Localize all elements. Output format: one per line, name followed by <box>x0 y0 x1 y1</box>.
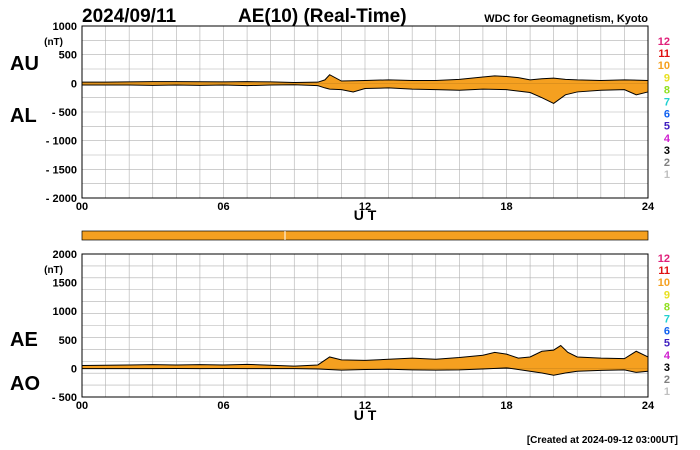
ae-ao-y-tick-label: 0 <box>71 363 77 375</box>
station-legend-item: 2 <box>664 374 670 386</box>
al-area <box>82 83 648 104</box>
ae-ao-y-tick-label: 500 <box>59 335 77 347</box>
station-legend-item: 12 <box>658 36 670 48</box>
station-legend-item: 8 <box>664 301 670 313</box>
station-legend-item: 6 <box>664 326 670 338</box>
station-legend-item: 1 <box>664 386 670 398</box>
station-legend-item: 9 <box>664 289 670 301</box>
au-al-y-tick-label: 1000 <box>53 21 77 33</box>
ae-ao-y-tick-label: 1000 <box>53 306 77 318</box>
ae-ao-y-tick-label: 1500 <box>53 278 77 290</box>
al-label: AL <box>10 105 37 127</box>
ae-ao-x-tick-label: 06 <box>217 400 229 412</box>
au-label: AU <box>10 53 39 75</box>
station-legend-item: 7 <box>664 97 670 109</box>
station-legend-item: 4 <box>664 350 671 362</box>
station-legend-item: 3 <box>664 362 670 374</box>
ae-ao-areas <box>81 344 649 376</box>
ae-ao-x-tick-label: 18 <box>500 400 512 412</box>
created-timestamp: [Created at 2024-09-12 03:00UT] <box>527 435 678 446</box>
au-al-unit-label: (nT) <box>44 37 63 48</box>
station-legend-item: 3 <box>664 145 670 157</box>
station-legend-item: 5 <box>664 121 670 133</box>
station-legend-item: 10 <box>658 277 670 289</box>
data-availability-bar <box>81 230 649 241</box>
station-legend-item: 8 <box>664 84 670 96</box>
au-al-x-tick-label: 12 <box>359 201 371 213</box>
ae-ao-panel: 2000 1500 1000 500 0 - 500 00 06 12 18 24 (nT) U … <box>10 249 655 423</box>
ae-ao-grid <box>82 254 648 397</box>
al-series-line <box>82 84 649 104</box>
ae-ao-y-tick-labels: 2000 1500 1000 500 0 - 500 <box>52 249 77 404</box>
ae-ao-x-tick-label: 00 <box>76 400 88 412</box>
station-legend-item: 11 <box>658 48 670 60</box>
station-legend-item: 5 <box>664 338 670 350</box>
ae-ao-x-tick-labels: 00 06 12 18 24 <box>76 400 655 412</box>
station-legend-item: 11 <box>658 265 670 277</box>
station-legend-item: 9 <box>664 72 670 84</box>
au-al-x-tick-labels: 00 06 12 18 24 <box>76 201 655 213</box>
ae-area <box>82 345 648 369</box>
chart-title: AE(10) (Real-Time) <box>238 6 407 27</box>
au-al-y-tick-labels: 1000 500 0 - 500 - 1000 - 1500 - 2000 <box>46 21 77 205</box>
ae-ao-x-tick-label: 12 <box>359 400 371 412</box>
station-legend-item: 4 <box>664 133 671 145</box>
station-legend-item: 7 <box>664 314 670 326</box>
au-al-x-tick-label: 06 <box>217 201 229 213</box>
au-al-y-tick-label: 500 <box>59 50 77 62</box>
ae-ao-x-tick-label: 24 <box>642 400 655 412</box>
au-al-panel: 1000 500 0 - 500 - 1000 - 1500 - 2000 00 06 12 18… <box>10 21 655 223</box>
ae-series-line <box>81 344 649 367</box>
source-label: WDC for Geomagnetism, Kyoto <box>484 13 648 25</box>
ae-ao-y-tick-label: - 500 <box>52 392 77 404</box>
station-legend-item: 1 <box>664 169 670 181</box>
au-al-x-tick-label: 18 <box>500 201 512 213</box>
au-al-x-tick-label: 00 <box>76 201 88 213</box>
au-al-frame <box>81 25 649 199</box>
date-label: 2024/09/11 <box>82 6 176 27</box>
au-al-x-tick-label: 24 <box>642 201 655 213</box>
au-al-x-axis-label: U T <box>354 207 377 223</box>
station-legend-item: 6 <box>664 109 670 121</box>
au-al-y-tick-label: 0 <box>71 78 77 90</box>
ao-label: AO <box>10 373 40 395</box>
au-al-y-tick-label: - 1000 <box>46 136 77 148</box>
station-legend-item: 10 <box>658 60 670 72</box>
au-al-areas <box>81 74 649 104</box>
au-al-y-tick-label: - 500 <box>52 107 77 119</box>
station-legend-item: 2 <box>664 157 670 169</box>
au-series-line <box>81 74 649 83</box>
ae-label: AE <box>10 329 38 351</box>
ae-ao-unit-label: (nT) <box>44 265 63 276</box>
ao-series-line <box>82 367 649 376</box>
au-al-y-tick-label: - 1500 <box>46 164 77 176</box>
station-legend-item: 12 <box>658 253 670 265</box>
ae-ao-x-axis-label: U T <box>354 407 377 423</box>
ae-ao-y-tick-label: 2000 <box>53 249 77 261</box>
ae-ao-frame <box>81 253 649 398</box>
au-al-grid <box>82 26 648 198</box>
au-al-y-tick-label: - 2000 <box>46 193 77 205</box>
